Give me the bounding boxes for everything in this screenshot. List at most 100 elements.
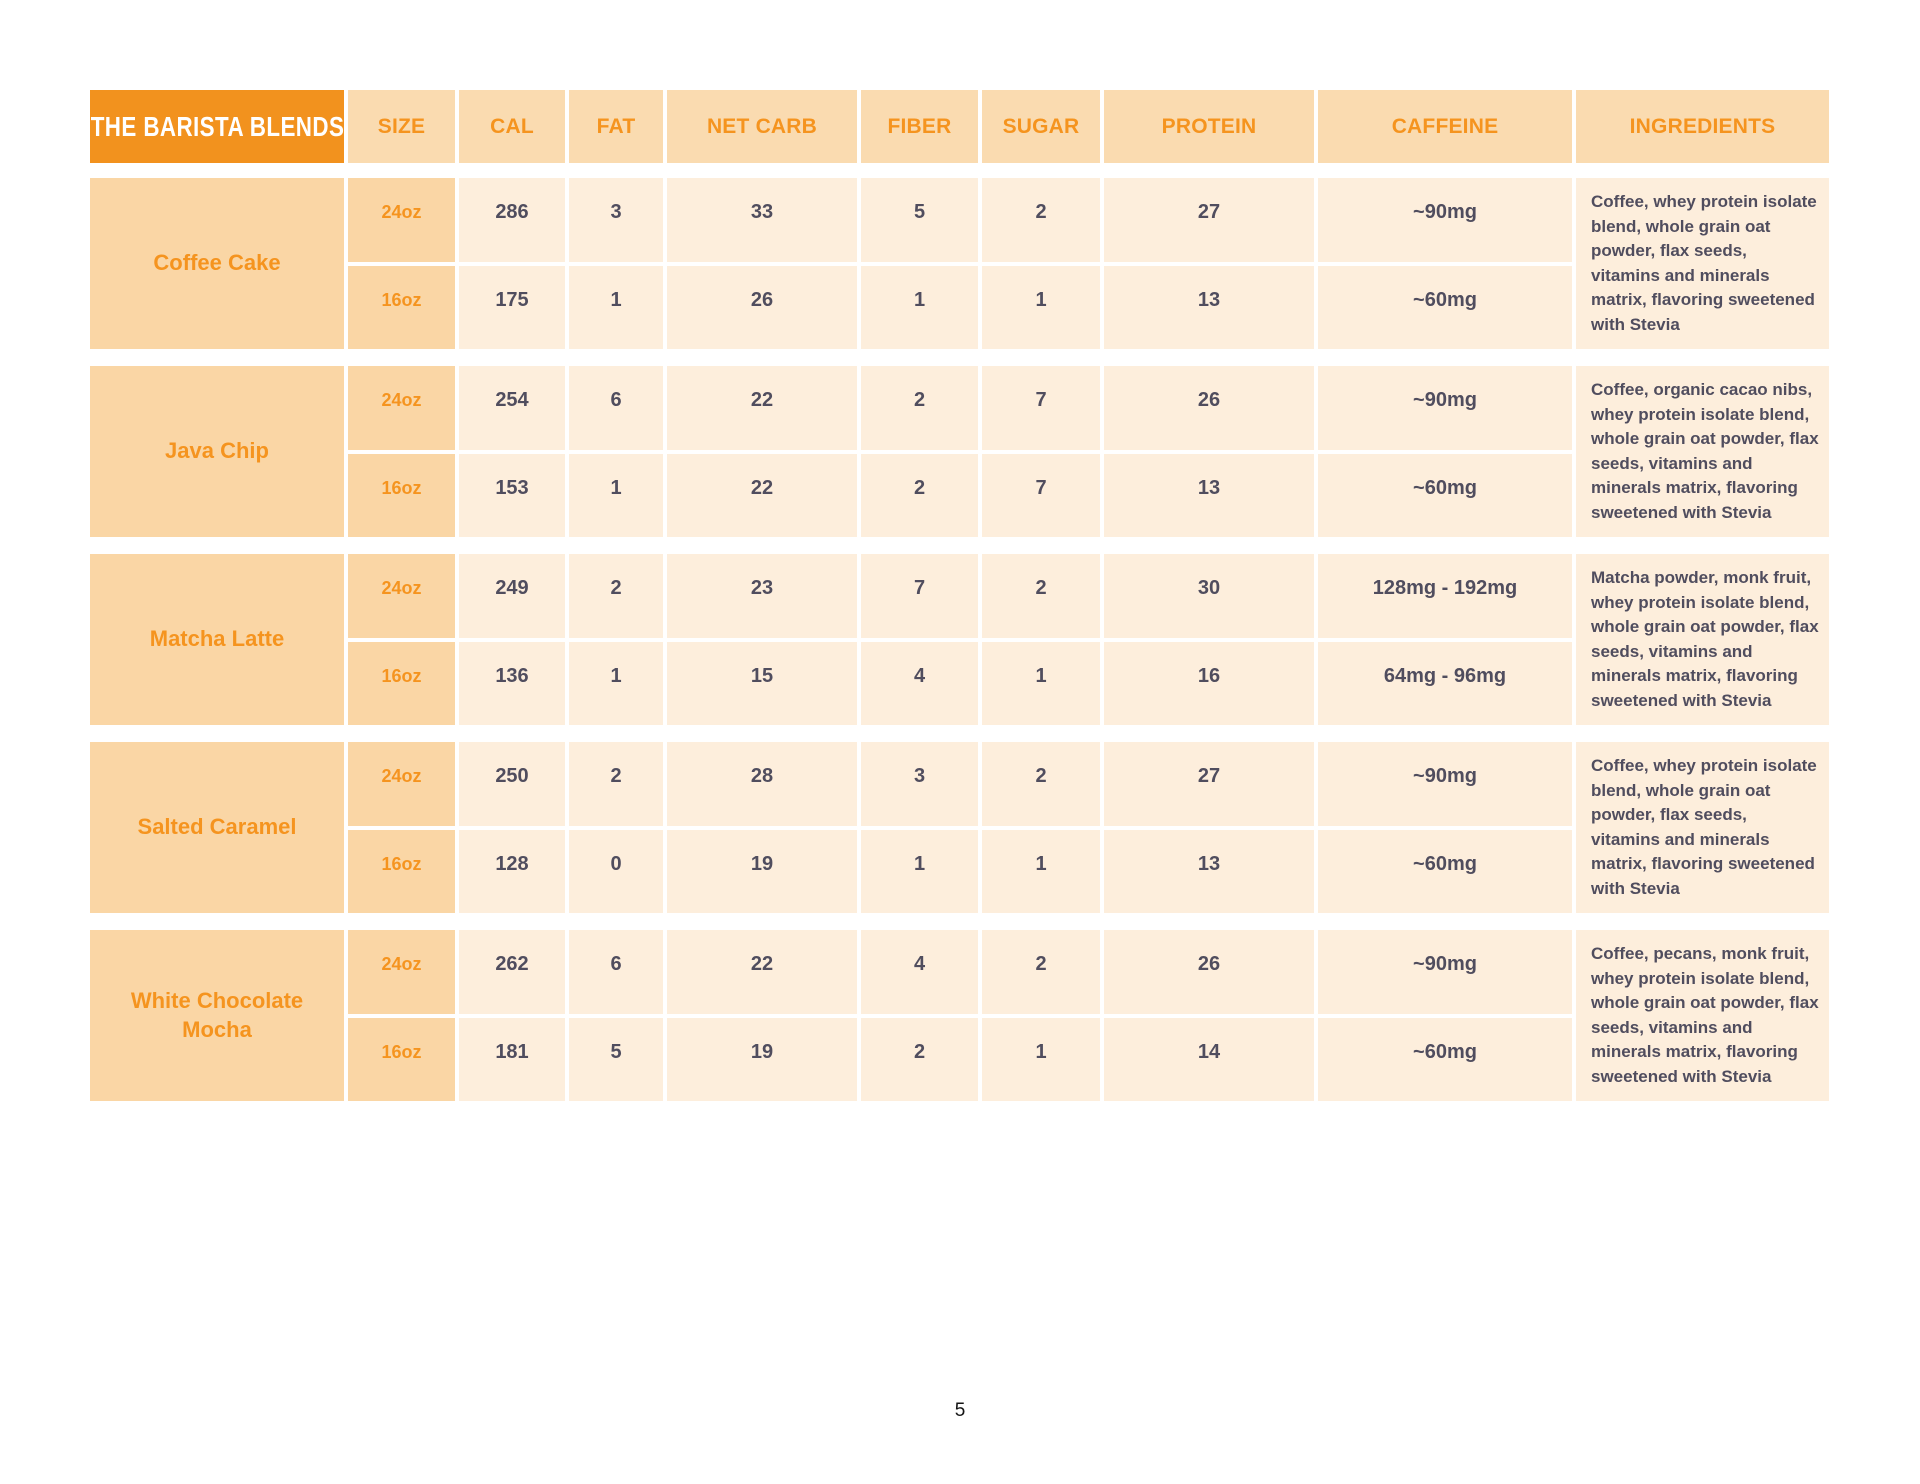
caffeine-cell-24oz: ~90mg — [1318, 930, 1572, 1014]
table-body: Coffee Cake 24oz 286 3 33 5 2 27 ~90mg C… — [90, 178, 1829, 1101]
protein-cell-24oz: 30 — [1104, 554, 1314, 638]
fat-cell-24oz: 6 — [569, 930, 663, 1014]
ingredients-cell: Matcha powder, monk fruit, whey protein … — [1576, 554, 1829, 725]
size-cell-16oz: 16oz — [348, 265, 455, 349]
protein-cell-24oz: 26 — [1104, 366, 1314, 450]
sugar-cell-24oz: 7 — [982, 366, 1100, 450]
product-group: Salted Caramel 24oz 250 2 28 3 2 27 ~90m… — [90, 742, 1829, 913]
fat-cell-16oz: 5 — [569, 1017, 663, 1101]
netcarb-cell-16oz: 19 — [667, 1017, 857, 1101]
fat-cell-24oz: 2 — [569, 554, 663, 638]
cal-cell-16oz: 181 — [459, 1017, 565, 1101]
size-cell-16oz: 16oz — [348, 453, 455, 537]
protein-cell-16oz: 13 — [1104, 265, 1314, 349]
ingredients-cell: Coffee, organic cacao nibs, whey protein… — [1576, 366, 1829, 537]
sugar-cell-24oz: 2 — [982, 554, 1100, 638]
product-name: Matcha Latte — [90, 554, 344, 725]
cal-cell-16oz: 153 — [459, 453, 565, 537]
caffeine-cell-24oz: ~90mg — [1318, 742, 1572, 826]
caffeine-cell-16oz: ~60mg — [1318, 453, 1572, 537]
fiber-cell-24oz: 5 — [861, 178, 978, 262]
fiber-cell-16oz: 2 — [861, 1017, 978, 1101]
column-header-cal: CAL — [459, 90, 565, 163]
table-header-row: THE BARISTA BLENDS SIZE CAL FAT NET CARB… — [90, 90, 1829, 163]
product-group: Coffee Cake 24oz 286 3 33 5 2 27 ~90mg C… — [90, 178, 1829, 349]
protein-cell-24oz: 27 — [1104, 742, 1314, 826]
cal-cell-24oz: 254 — [459, 366, 565, 450]
column-header-net-carb: NET CARB — [667, 90, 857, 163]
cal-cell-24oz: 250 — [459, 742, 565, 826]
sugar-cell-16oz: 7 — [982, 453, 1100, 537]
sugar-cell-16oz: 1 — [982, 265, 1100, 349]
fat-cell-16oz: 1 — [569, 265, 663, 349]
size-cell-24oz: 24oz — [348, 554, 455, 638]
fiber-cell-24oz: 7 — [861, 554, 978, 638]
protein-cell-24oz: 26 — [1104, 930, 1314, 1014]
caffeine-cell-24oz: 128mg - 192mg — [1318, 554, 1572, 638]
size-cell-16oz: 16oz — [348, 641, 455, 725]
size-cell-24oz: 24oz — [348, 178, 455, 262]
product-name: Java Chip — [90, 366, 344, 537]
nutrition-table: THE BARISTA BLENDS SIZE CAL FAT NET CARB… — [90, 90, 1829, 1118]
protein-cell-16oz: 16 — [1104, 641, 1314, 725]
column-header-size: SIZE — [348, 90, 455, 163]
caffeine-cell-16oz: 64mg - 96mg — [1318, 641, 1572, 725]
cal-cell-24oz: 286 — [459, 178, 565, 262]
fiber-cell-16oz: 2 — [861, 453, 978, 537]
caffeine-cell-16oz: ~60mg — [1318, 1017, 1572, 1101]
fat-cell-16oz: 0 — [569, 829, 663, 913]
fat-cell-16oz: 1 — [569, 453, 663, 537]
column-header-fat: FAT — [569, 90, 663, 163]
size-cell-24oz: 24oz — [348, 742, 455, 826]
caffeine-cell-24oz: ~90mg — [1318, 178, 1572, 262]
cal-cell-16oz: 128 — [459, 829, 565, 913]
sugar-cell-24oz: 2 — [982, 742, 1100, 826]
column-header-fiber: FIBER — [861, 90, 978, 163]
protein-cell-16oz: 14 — [1104, 1017, 1314, 1101]
caffeine-cell-24oz: ~90mg — [1318, 366, 1572, 450]
column-header-sugar: SUGAR — [982, 90, 1100, 163]
netcarb-cell-24oz: 22 — [667, 366, 857, 450]
product-group: White Chocolate Mocha 24oz 262 6 22 4 2 … — [90, 930, 1829, 1101]
cal-cell-24oz: 262 — [459, 930, 565, 1014]
product-name: Coffee Cake — [90, 178, 344, 349]
fat-cell-24oz: 3 — [569, 178, 663, 262]
netcarb-cell-16oz: 22 — [667, 453, 857, 537]
fat-cell-16oz: 1 — [569, 641, 663, 725]
ingredients-cell: Coffee, whey protein isolate blend, whol… — [1576, 178, 1829, 349]
column-header-caffeine: CAFFEINE — [1318, 90, 1572, 163]
size-cell-24oz: 24oz — [348, 366, 455, 450]
cal-cell-16oz: 175 — [459, 265, 565, 349]
fat-cell-24oz: 2 — [569, 742, 663, 826]
netcarb-cell-24oz: 33 — [667, 178, 857, 262]
column-header-protein: PROTEIN — [1104, 90, 1314, 163]
size-cell-16oz: 16oz — [348, 1017, 455, 1101]
product-group: Java Chip 24oz 254 6 22 2 7 26 ~90mg Cof… — [90, 366, 1829, 537]
protein-cell-16oz: 13 — [1104, 453, 1314, 537]
ingredients-cell: Coffee, pecans, monk fruit, whey protein… — [1576, 930, 1829, 1101]
netcarb-cell-16oz: 26 — [667, 265, 857, 349]
column-header-ingredients: INGREDIENTS — [1576, 90, 1829, 163]
fiber-cell-24oz: 4 — [861, 930, 978, 1014]
table-title: THE BARISTA BLENDS — [90, 110, 344, 142]
netcarb-cell-16oz: 19 — [667, 829, 857, 913]
size-cell-24oz: 24oz — [348, 930, 455, 1014]
product-name: White Chocolate Mocha — [90, 930, 344, 1101]
netcarb-cell-24oz: 28 — [667, 742, 857, 826]
fiber-cell-16oz: 4 — [861, 641, 978, 725]
page-number: 5 — [954, 1400, 966, 1421]
netcarb-cell-24oz: 23 — [667, 554, 857, 638]
sugar-cell-16oz: 1 — [982, 1017, 1100, 1101]
caffeine-cell-16oz: ~60mg — [1318, 829, 1572, 913]
fiber-cell-24oz: 3 — [861, 742, 978, 826]
product-group: Matcha Latte 24oz 249 2 23 7 2 30 128mg … — [90, 554, 1829, 725]
fiber-cell-24oz: 2 — [861, 366, 978, 450]
fiber-cell-16oz: 1 — [861, 829, 978, 913]
table-title-cell: THE BARISTA BLENDS — [90, 90, 344, 163]
cal-cell-16oz: 136 — [459, 641, 565, 725]
sugar-cell-16oz: 1 — [982, 641, 1100, 725]
sugar-cell-24oz: 2 — [982, 930, 1100, 1014]
protein-cell-24oz: 27 — [1104, 178, 1314, 262]
sugar-cell-16oz: 1 — [982, 829, 1100, 913]
cal-cell-24oz: 249 — [459, 554, 565, 638]
